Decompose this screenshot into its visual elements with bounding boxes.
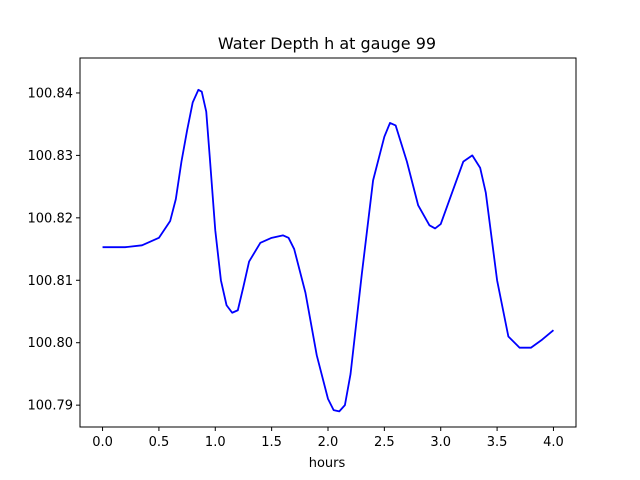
- y-tick-label: 100.84: [28, 86, 74, 101]
- x-tick-label: 0.5: [149, 435, 170, 450]
- series-line-0: [102, 88, 555, 413]
- y-tick-label: 100.81: [28, 274, 74, 289]
- x-tick-label: 4.0: [543, 435, 564, 450]
- plot-area: [79, 57, 577, 428]
- y-tick-label: 100.80: [28, 336, 74, 351]
- x-axis: 0.0 0.5 1.0 1.5 2.0 2.5 3.0 3.5 4.0: [92, 427, 564, 450]
- y-tick-label: 100.82: [28, 211, 74, 226]
- x-axis-label: hours: [309, 456, 346, 471]
- y-axis: 100.79 100.80 100.81 100.82 100.83 100.84: [28, 86, 80, 414]
- series-layer: [102, 88, 555, 413]
- x-tick-label: 0.0: [92, 435, 113, 450]
- chart-title: Water Depth h at gauge 99: [218, 34, 436, 53]
- y-tick-label: 100.79: [28, 399, 74, 414]
- x-tick-label: 1.5: [261, 435, 282, 450]
- y-tick-label: 100.83: [28, 149, 74, 164]
- x-tick-label: 1.0: [205, 435, 226, 450]
- x-tick-label: 2.5: [374, 435, 395, 450]
- x-tick-label: 2.0: [318, 435, 339, 450]
- x-tick-label: 3.5: [487, 435, 508, 450]
- x-tick-label: 3.0: [430, 435, 451, 450]
